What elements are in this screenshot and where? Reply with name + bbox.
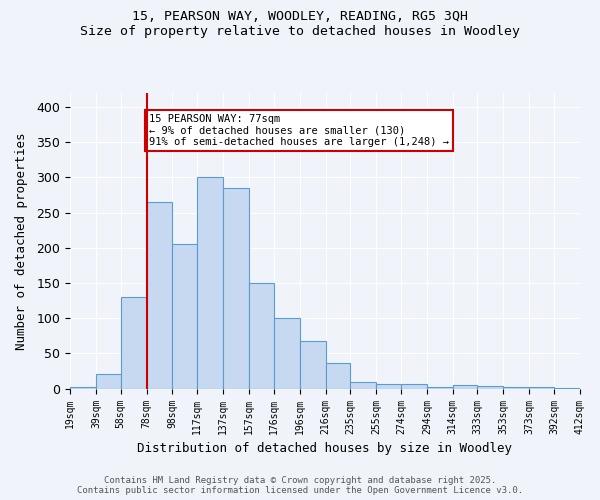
Bar: [350, 382, 376, 388]
Bar: [96, 374, 121, 388]
Y-axis label: Number of detached properties: Number of detached properties: [15, 132, 28, 350]
Text: 15, PEARSON WAY, WOODLEY, READING, RG5 3QH
Size of property relative to detached: 15, PEARSON WAY, WOODLEY, READING, RG5 3…: [80, 10, 520, 38]
Bar: [249, 283, 274, 389]
Text: 15 PEARSON WAY: 77sqm
← 9% of detached houses are smaller (130)
91% of semi-deta: 15 PEARSON WAY: 77sqm ← 9% of detached h…: [149, 114, 449, 148]
Bar: [274, 318, 299, 388]
Bar: [121, 297, 146, 388]
Bar: [223, 188, 249, 388]
Bar: [197, 178, 223, 388]
Bar: [172, 244, 197, 388]
Bar: [478, 386, 503, 388]
Bar: [299, 341, 326, 388]
X-axis label: Distribution of detached houses by size in Woodley: Distribution of detached houses by size …: [137, 442, 512, 455]
Bar: [427, 386, 453, 388]
Text: Contains HM Land Registry data © Crown copyright and database right 2025.
Contai: Contains HM Land Registry data © Crown c…: [77, 476, 523, 495]
Bar: [326, 362, 350, 388]
Bar: [503, 386, 529, 388]
Bar: [376, 384, 401, 388]
Bar: [146, 202, 172, 388]
Bar: [401, 384, 427, 388]
Bar: [453, 385, 478, 388]
